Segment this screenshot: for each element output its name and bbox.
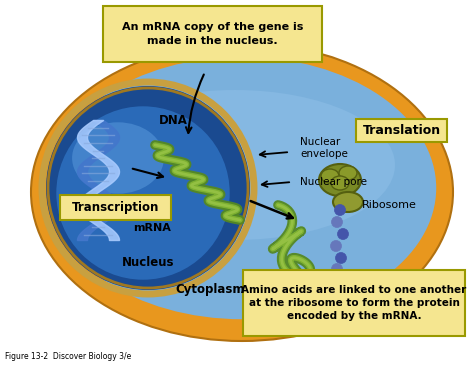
FancyBboxPatch shape bbox=[103, 6, 322, 62]
Text: Ribosome: Ribosome bbox=[362, 200, 417, 210]
Ellipse shape bbox=[45, 54, 439, 322]
Text: Figure 13-2  Discover Biology 3/e
© 2006 W. W. Norton & Company, Inc.: Figure 13-2 Discover Biology 3/e © 2006 … bbox=[5, 352, 151, 365]
Text: Transcription: Transcription bbox=[73, 200, 160, 214]
Text: Nuclear
envelope: Nuclear envelope bbox=[300, 137, 348, 159]
Text: Cytoplasm: Cytoplasm bbox=[175, 284, 245, 296]
FancyBboxPatch shape bbox=[243, 270, 465, 336]
Circle shape bbox=[335, 204, 346, 215]
Ellipse shape bbox=[321, 169, 339, 183]
Ellipse shape bbox=[339, 166, 357, 180]
Circle shape bbox=[330, 241, 341, 251]
Circle shape bbox=[337, 274, 347, 285]
Circle shape bbox=[336, 253, 346, 264]
Text: Nucleus: Nucleus bbox=[122, 255, 174, 269]
Ellipse shape bbox=[56, 106, 230, 280]
Ellipse shape bbox=[333, 192, 363, 212]
FancyBboxPatch shape bbox=[61, 195, 172, 219]
Ellipse shape bbox=[331, 176, 349, 190]
Ellipse shape bbox=[72, 122, 164, 194]
Text: An mRNA copy of the gene is
made in the nucleus.: An mRNA copy of the gene is made in the … bbox=[122, 22, 303, 46]
Text: Translation: Translation bbox=[363, 123, 441, 137]
Circle shape bbox=[332, 285, 344, 296]
Ellipse shape bbox=[46, 86, 250, 290]
FancyBboxPatch shape bbox=[356, 119, 447, 142]
Circle shape bbox=[331, 264, 343, 274]
Ellipse shape bbox=[75, 90, 395, 240]
Circle shape bbox=[331, 216, 343, 227]
Ellipse shape bbox=[319, 164, 361, 196]
Circle shape bbox=[337, 228, 348, 239]
Text: Nuclear pore: Nuclear pore bbox=[300, 177, 367, 187]
Ellipse shape bbox=[31, 43, 453, 341]
Text: DNA: DNA bbox=[159, 114, 187, 127]
Text: Amino acids are linked to one another
at the ribosome to form the protein
encode: Amino acids are linked to one another at… bbox=[241, 285, 466, 321]
Text: mRNA: mRNA bbox=[133, 223, 171, 233]
